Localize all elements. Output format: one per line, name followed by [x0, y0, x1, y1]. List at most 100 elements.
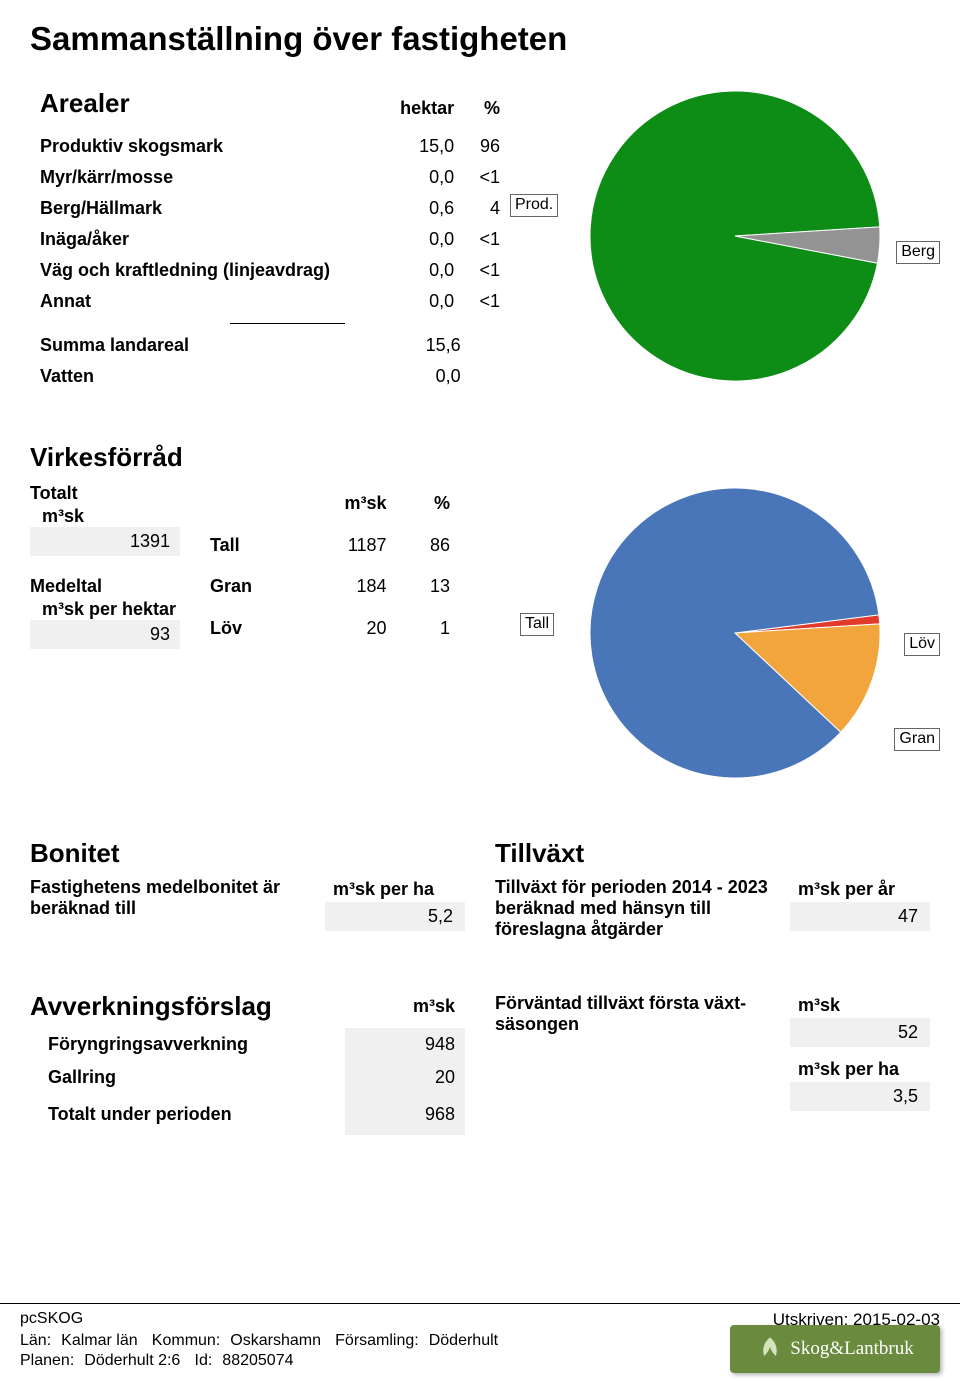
logo-text: Skog&Lantbruk: [790, 1338, 914, 1360]
avverk-right-text: Förväntad tillväxt första växt-säsongen: [495, 993, 774, 1047]
species-label: Gran: [200, 566, 298, 608]
arealer-pie: Prod. Berg: [540, 86, 930, 392]
totalt-label: Totalt: [30, 483, 180, 504]
table-row: Inäga/åker0,0<1: [30, 224, 510, 255]
vatten-row: Vatten 0,0: [30, 361, 510, 392]
tillvaxt-text: Tillväxt för perioden 2014 - 2023 beräkn…: [495, 877, 774, 940]
row-label: Produktiv skogsmark: [30, 131, 380, 162]
row-label: Väg och kraftledning (linjeavdrag): [30, 255, 380, 286]
totalt-unit: m³sk: [30, 506, 180, 527]
totalt-box: Totalt m³sk 1391: [30, 483, 180, 556]
species-label: Tall: [200, 525, 298, 567]
kommun-label: Kommun:: [152, 1332, 220, 1349]
table-row: Myr/kärr/mosse0,0<1: [30, 162, 510, 193]
row-label: Inäga/åker: [30, 224, 380, 255]
pie2-label-lov: Löv: [904, 633, 940, 656]
species-pct: 1: [397, 608, 460, 650]
pie1-label-berg: Berg: [896, 241, 940, 264]
avverk-val: 968: [345, 1094, 465, 1135]
avverk-right-val2: 3,5: [790, 1082, 930, 1111]
row-pct: 96: [464, 131, 510, 162]
species-m3sk: 184: [298, 566, 396, 608]
col-hektar: hektar: [380, 86, 464, 131]
row-pct: <1: [464, 162, 510, 193]
table-row: Annat0,0<1: [30, 286, 510, 317]
table-row: Föryngringsavverkning948: [30, 1028, 465, 1061]
row-hektar: 15,0: [380, 131, 464, 162]
id-val: 88205074: [222, 1352, 293, 1369]
tillvaxt-unit: m³sk per år: [790, 877, 930, 902]
sum-divider: [230, 323, 345, 324]
species-col-pct: %: [397, 483, 460, 525]
pie2-label-tall: Tall: [520, 613, 554, 636]
pie2-label-gran: Gran: [894, 728, 940, 751]
avverk-label: Totalt under perioden: [30, 1094, 345, 1135]
planen-val: Döderhult 2:6: [84, 1352, 180, 1369]
table-row: Totalt under perioden968: [30, 1094, 465, 1135]
summa-val: 15,6: [362, 330, 470, 361]
species-col-unit: m³sk: [298, 483, 396, 525]
species-pct: 13: [397, 566, 460, 608]
avverk-table: Avverkningsförslag m³sk Föryngringsavver…: [30, 985, 465, 1135]
avverk-right-unit2: m³sk per ha: [790, 1057, 930, 1082]
row-label: Berg/Hällmark: [30, 193, 380, 224]
avverk-label: Föryngringsavverkning: [30, 1028, 345, 1061]
bonitet-val: 5,2: [325, 902, 465, 931]
tillvaxt-valbox: m³sk per år 47: [790, 877, 930, 931]
bonitet-text: Fastighetens medelbonitet är beräknad ti…: [30, 877, 309, 919]
page-title: Sammanställning över fastigheten: [30, 20, 930, 58]
totalt-val: 1391: [30, 527, 180, 556]
row-label: Myr/kärr/mosse: [30, 162, 380, 193]
avverk-right-unit1: m³sk: [790, 993, 930, 1018]
row-label: Annat: [30, 286, 380, 317]
table-row: Produktiv skogsmark15,096: [30, 131, 510, 162]
arealer-table: Arealer hektar % Produktiv skogsmark15,0…: [30, 86, 510, 317]
table-row: Gran18413: [200, 566, 460, 608]
virkes-heading: Virkesförråd: [30, 442, 930, 473]
footer: pcSKOG Utskriven: 2015-02-03 Län:Kalmar …: [0, 1303, 960, 1381]
vatten-val: 0,0: [362, 361, 470, 392]
species-m3sk: 1187: [298, 525, 396, 567]
avverk-val: 20: [345, 1061, 465, 1094]
row-pct: <1: [464, 286, 510, 317]
species-m3sk: 20: [298, 608, 396, 650]
avverk-heading: Avverkningsförslag: [30, 991, 272, 1022]
table-row: Tall118786: [200, 525, 460, 567]
lan-val: Kalmar län: [61, 1332, 137, 1349]
row-hektar: 0,6: [380, 193, 464, 224]
row-hektar: 0,0: [380, 162, 464, 193]
leaf-icon: [756, 1335, 784, 1363]
avverk-right-box1: m³sk 52: [790, 993, 930, 1047]
planen-label: Planen:: [20, 1352, 74, 1369]
pie1-label-prod: Prod.: [510, 194, 558, 217]
forsamling-val: Döderhult: [429, 1332, 498, 1349]
medeltal-box: Medeltal m³sk per hektar 93: [30, 576, 180, 649]
avverk-right-val1: 52: [790, 1018, 930, 1047]
bonitet-unit: m³sk per ha: [325, 877, 465, 902]
col-pct: %: [464, 86, 510, 131]
avverk-label: Gallring: [30, 1061, 345, 1094]
kommun-val: Oskarshamn: [230, 1332, 321, 1349]
row-pct: <1: [464, 224, 510, 255]
row-hektar: 0,0: [380, 224, 464, 255]
tillvaxt-heading: Tillväxt: [495, 838, 930, 869]
medeltal-val: 93: [30, 620, 180, 649]
species-table: m³sk % Tall118786Gran18413Löv201: [200, 483, 460, 649]
row-hektar: 0,0: [380, 286, 464, 317]
forsamling-label: Församling:: [335, 1332, 419, 1349]
id-label: Id:: [195, 1352, 213, 1369]
species-pct: 86: [397, 525, 460, 567]
bonitet-valbox: m³sk per ha 5,2: [325, 877, 465, 931]
row-pct: 4: [464, 193, 510, 224]
avverk-col-unit: m³sk: [345, 985, 465, 1028]
row-hektar: 0,0: [380, 255, 464, 286]
summa-row: Summa landareal 15,6: [30, 330, 510, 361]
table-row: Väg och kraftledning (linjeavdrag)0,0<1: [30, 255, 510, 286]
tillvaxt-val: 47: [790, 902, 930, 931]
vatten-label: Vatten: [30, 361, 362, 392]
table-row: Berg/Hällmark0,64: [30, 193, 510, 224]
table-row: Löv201: [200, 608, 460, 650]
lan-label: Län:: [20, 1332, 51, 1349]
species-label: Löv: [200, 608, 298, 650]
avverk-right-box2: m³sk per ha 3,5: [790, 1057, 930, 1111]
